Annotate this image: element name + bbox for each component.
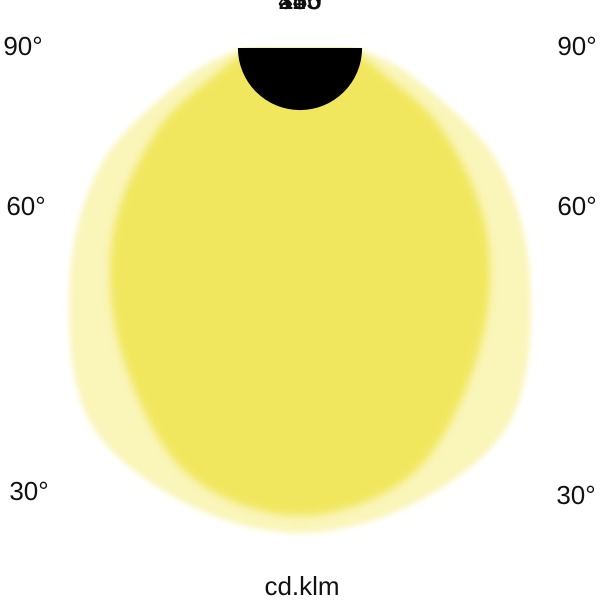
angle-label-left-60: 60° <box>6 191 46 221</box>
angle-label-left-90: 90° <box>3 31 43 61</box>
r-axis-tick-460: 460 <box>278 0 322 15</box>
unit-label: cd.klm <box>264 571 340 600</box>
r-axis-tick-115: 115 <box>279 0 321 15</box>
r-axis-tick-230: 230 <box>278 0 322 15</box>
angle-label-right-60: 60° <box>557 191 597 221</box>
distribution-curve-c0-c180 <box>110 48 490 516</box>
top-mask <box>0 0 600 47</box>
angle-label-right-30: 30° <box>556 480 596 510</box>
angle-label-left-30: 30° <box>9 476 49 506</box>
angle-label-right-90: 90° <box>557 31 597 61</box>
r-axis-tick-345: 345 <box>278 0 322 15</box>
